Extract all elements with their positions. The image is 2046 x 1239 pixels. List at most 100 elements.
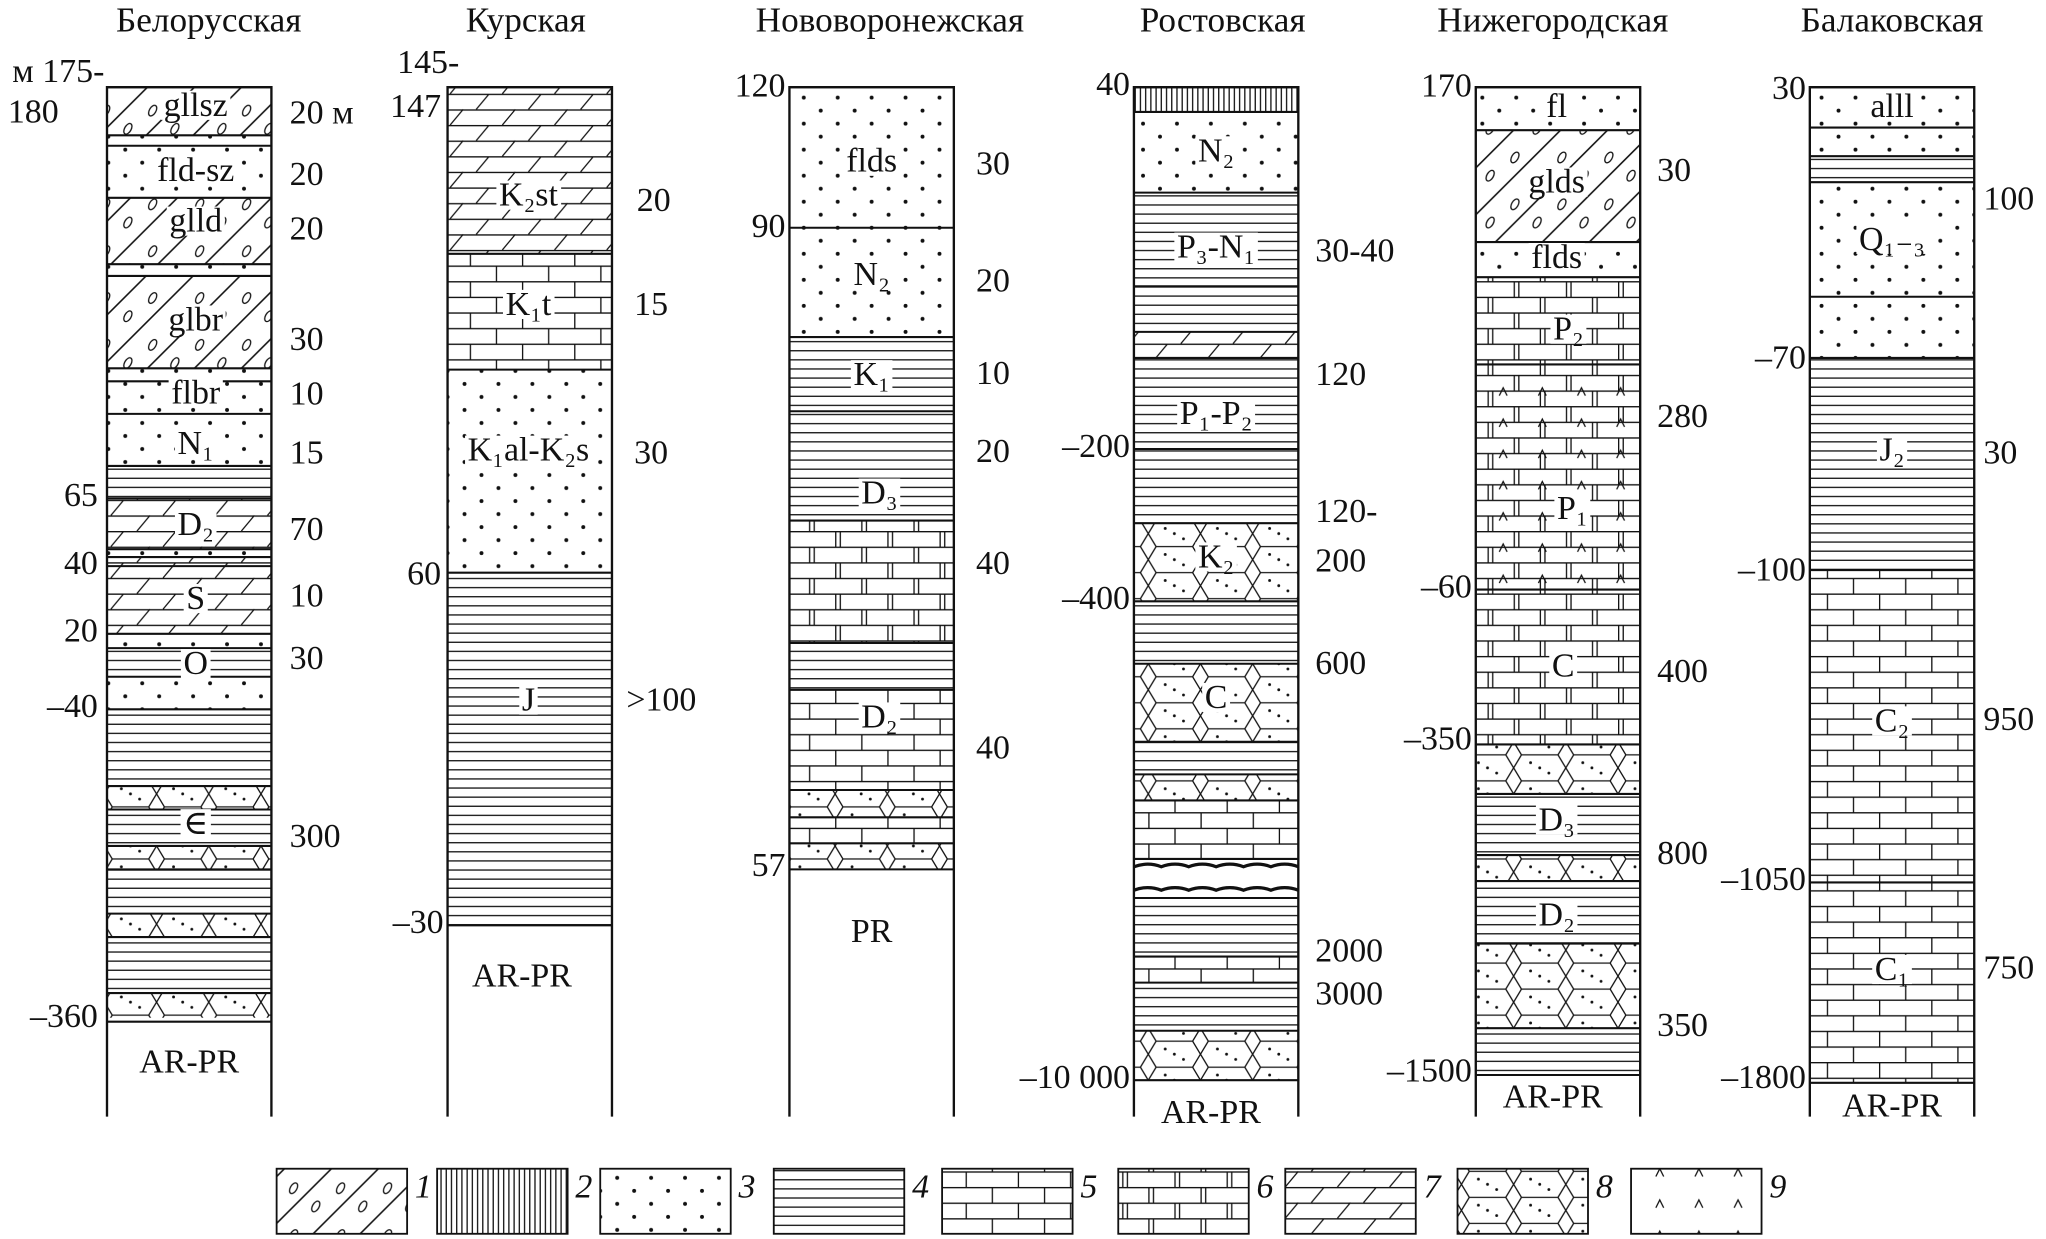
label-background bbox=[1528, 243, 1585, 273]
layer-label: glbr bbox=[168, 302, 223, 339]
layer bbox=[789, 817, 954, 844]
layer bbox=[106, 676, 272, 710]
layer bbox=[1133, 956, 1299, 983]
layer bbox=[1475, 855, 1641, 882]
thickness-label: 10 bbox=[290, 577, 324, 614]
layer bbox=[789, 843, 954, 870]
thickness-label: 20 bbox=[290, 156, 324, 193]
layer-label: D₂ bbox=[178, 506, 214, 543]
thickness-label: 400 bbox=[1657, 653, 1708, 690]
layer-label: P₃-N₁ bbox=[1177, 229, 1255, 266]
layer-label: C bbox=[1205, 679, 1228, 716]
thickness-label: 20 bbox=[976, 433, 1010, 470]
unconformity bbox=[1133, 885, 1299, 892]
legend-number: 2 bbox=[575, 1168, 592, 1205]
legend-number: 6 bbox=[1257, 1168, 1274, 1205]
layer-label: P₁ bbox=[1557, 490, 1588, 527]
layer bbox=[789, 789, 954, 818]
thickness-label: 200 bbox=[1315, 542, 1366, 579]
layer-label: K₁t bbox=[506, 286, 552, 323]
label-background bbox=[1872, 706, 1912, 736]
depth-label: 145- bbox=[397, 44, 459, 81]
layer-label: O bbox=[183, 645, 208, 682]
legend-number: 3 bbox=[738, 1168, 756, 1205]
layer-label: D₃ bbox=[1539, 801, 1575, 838]
layer bbox=[106, 549, 272, 558]
thickness-label: 30 bbox=[976, 145, 1010, 182]
layer-label: ∈ bbox=[183, 805, 208, 842]
legend-swatch bbox=[599, 1167, 732, 1235]
thickness-label: 20 м bbox=[290, 95, 354, 132]
column-outline bbox=[446, 86, 614, 1117]
layer bbox=[447, 572, 612, 926]
layer bbox=[1133, 449, 1299, 524]
thickness-label: 950 bbox=[1983, 701, 2034, 738]
thickness-label: 3000 bbox=[1315, 976, 1383, 1013]
depth-label: –1800 bbox=[1720, 1059, 1806, 1096]
column-title: Ростовская bbox=[1140, 1, 1306, 40]
label-background bbox=[1202, 682, 1231, 713]
label-background bbox=[1525, 167, 1588, 197]
depth-label: 30 bbox=[1772, 70, 1806, 107]
layer bbox=[1133, 87, 1299, 112]
column: Курская K₂st K₁t K₁al-K₂s J AR-PR 20 15 30 >100 14… bbox=[390, 1, 696, 1117]
layer-label: flds bbox=[1531, 239, 1582, 276]
depth-label: м 175- bbox=[12, 53, 104, 90]
layer-label: J bbox=[522, 682, 535, 719]
legend-swatch bbox=[275, 1167, 409, 1235]
column-outline bbox=[1474, 86, 1642, 1117]
legend-number: 9 bbox=[1769, 1168, 1786, 1205]
label-background bbox=[858, 702, 901, 732]
label-background bbox=[496, 180, 562, 210]
legend-number: 1 bbox=[415, 1168, 432, 1205]
thickness-label: 120- bbox=[1315, 493, 1377, 530]
legend-swatch bbox=[1117, 1167, 1250, 1235]
legend-number: 5 bbox=[1080, 1168, 1097, 1205]
layer bbox=[106, 937, 272, 994]
layer bbox=[1475, 1028, 1641, 1076]
layer-label: N₂ bbox=[1198, 132, 1234, 169]
layer-label: flds bbox=[846, 143, 897, 180]
layer-label: glld bbox=[169, 203, 222, 240]
legend-number: 7 bbox=[1424, 1168, 1443, 1205]
layer bbox=[447, 369, 612, 573]
base-label: AR-PR bbox=[139, 1043, 239, 1080]
thickness-label: 40 bbox=[976, 545, 1010, 582]
layer-label: K₂st bbox=[499, 177, 559, 214]
depth-label: –1050 bbox=[1720, 861, 1806, 898]
label-background bbox=[850, 259, 893, 290]
legend-swatch bbox=[1284, 1167, 1417, 1235]
layer-label: P₂ bbox=[1553, 311, 1584, 348]
depth-label: –1500 bbox=[1386, 1053, 1472, 1090]
depth-label: –100 bbox=[1737, 551, 1806, 588]
thickness-label: 20 bbox=[290, 210, 324, 247]
layer-label: N₁ bbox=[178, 425, 214, 462]
layer bbox=[789, 520, 954, 643]
layer bbox=[1475, 744, 1641, 794]
layer bbox=[1133, 800, 1299, 859]
label-background bbox=[502, 289, 555, 320]
base-label: AR-PR bbox=[1161, 1094, 1261, 1131]
legend-swatch bbox=[436, 1167, 569, 1235]
label-background bbox=[180, 649, 211, 679]
layer bbox=[106, 465, 272, 499]
layer-label: C bbox=[1552, 648, 1575, 685]
label-background bbox=[843, 146, 900, 176]
legend-swatch bbox=[772, 1167, 906, 1235]
thickness-label: 30 bbox=[634, 434, 668, 471]
layer-label: C₁ bbox=[1875, 951, 1909, 988]
column: Нововоронежская flds N₂ K₁ D₃ D₂ PR 30 20 10 20 40 4… bbox=[735, 1, 1024, 1117]
label-background bbox=[1195, 542, 1237, 572]
layer bbox=[106, 135, 272, 146]
layer-label: K₂ bbox=[1198, 538, 1234, 575]
depth-label: –30 bbox=[392, 904, 444, 941]
thickness-label: 10 bbox=[290, 376, 324, 413]
depth-label: –350 bbox=[1403, 721, 1472, 758]
layer bbox=[447, 87, 612, 254]
thickness-label: 15 bbox=[290, 434, 324, 471]
base-label: AR-PR bbox=[1503, 1079, 1603, 1116]
label-background bbox=[1872, 954, 1912, 985]
base-label: PR bbox=[851, 913, 893, 950]
label-background bbox=[1177, 399, 1256, 429]
thickness-label: 350 bbox=[1657, 1007, 1708, 1044]
